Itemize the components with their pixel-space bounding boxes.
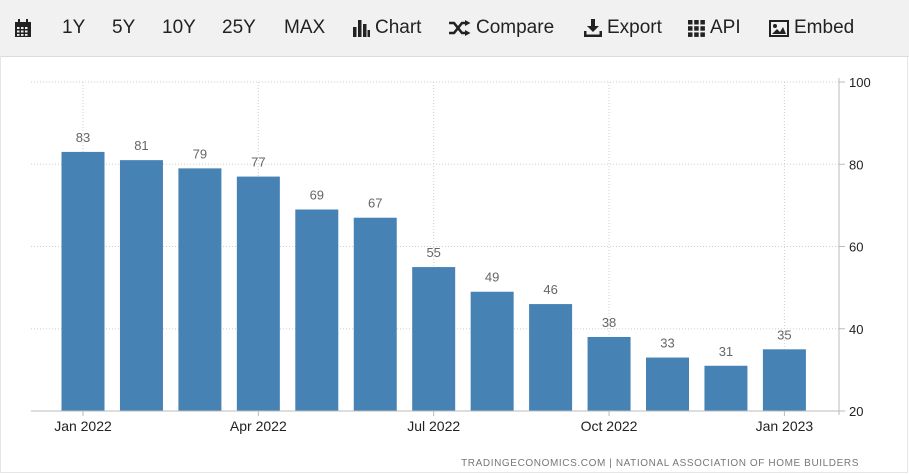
bar — [178, 168, 222, 411]
api-button[interactable]: API — [688, 0, 741, 56]
api-label: API — [710, 17, 741, 38]
data-label: 46 — [543, 282, 557, 297]
bar — [236, 176, 280, 411]
embed-label: Embed — [794, 17, 855, 38]
x-tick-label: Oct 2022 — [581, 418, 638, 434]
x-tick-label: Apr 2022 — [230, 418, 287, 434]
data-label: 83 — [76, 130, 90, 145]
bar — [353, 217, 397, 411]
y-tick-label: 80 — [849, 157, 863, 172]
shuffle-icon — [449, 20, 471, 36]
calendar-icon — [15, 18, 31, 37]
bar — [646, 357, 689, 411]
image-icon — [769, 19, 789, 37]
compare-label: Compare — [476, 17, 555, 38]
bar — [412, 267, 456, 411]
calendar-button[interactable] — [14, 0, 32, 56]
source-credit: TRADINGECONOMICS.COM | NATIONAL ASSOCIAT… — [461, 458, 859, 469]
y-tick-label: 60 — [849, 240, 863, 255]
data-label: 79 — [193, 146, 207, 161]
data-label: 49 — [485, 270, 499, 285]
data-label: 31 — [719, 344, 733, 359]
range-10y-button[interactable]: 10Y — [162, 0, 196, 56]
download-icon — [584, 19, 602, 37]
range-1y-button[interactable]: 1Y — [62, 0, 85, 56]
data-label: 67 — [368, 196, 382, 211]
chart-toolbar: 1Y 5Y 10Y 25Y MAX Chart Compare Export — [0, 0, 909, 57]
bar — [470, 291, 514, 411]
y-tick-label: 100 — [849, 75, 871, 90]
bar — [704, 365, 748, 411]
data-label: 69 — [310, 187, 324, 202]
data-label: 33 — [660, 336, 674, 351]
bar — [295, 209, 339, 411]
range-max-button[interactable]: MAX — [284, 0, 325, 56]
range-1y-label: 1Y — [62, 17, 86, 38]
bar — [587, 336, 631, 411]
data-label: 77 — [251, 155, 265, 170]
chart-button[interactable]: Chart — [353, 0, 421, 56]
data-label: 35 — [777, 327, 791, 342]
bar-chart: 83 81 79 77 69 67 55 49 46 38 33 31 35 20 40 60 80 100 Jan… — [31, 75, 871, 434]
compare-button[interactable]: Compare — [449, 0, 554, 56]
x-tick-label: Jan 2022 — [54, 418, 112, 434]
chart-frame: 83 81 79 77 69 67 55 49 46 38 33 31 35 20 40 60 80 100 Jan… — [0, 56, 908, 473]
range-max-label: MAX — [284, 17, 326, 38]
export-label: Export — [607, 17, 662, 38]
bar — [529, 304, 573, 411]
bar — [119, 160, 163, 411]
bar — [61, 151, 105, 411]
data-label: 38 — [602, 315, 616, 330]
range-5y-button[interactable]: 5Y — [112, 0, 135, 56]
range-10y-label: 10Y — [162, 17, 196, 38]
bar — [762, 349, 806, 411]
bar-chart-icon — [353, 19, 370, 37]
export-button[interactable]: Export — [584, 0, 662, 56]
data-label: 81 — [134, 138, 148, 153]
data-label: 55 — [426, 245, 440, 260]
y-tick-label: 20 — [849, 404, 863, 419]
chart-label: Chart — [375, 17, 422, 38]
range-25y-label: 25Y — [222, 17, 256, 38]
y-tick-label: 40 — [849, 322, 863, 337]
range-5y-label: 5Y — [112, 17, 136, 38]
x-tick-label: Jan 2023 — [756, 418, 814, 434]
embed-button[interactable]: Embed — [769, 0, 854, 56]
range-25y-button[interactable]: 25Y — [222, 0, 256, 56]
x-tick-label: Jul 2022 — [407, 418, 460, 434]
grid-icon — [688, 19, 705, 37]
